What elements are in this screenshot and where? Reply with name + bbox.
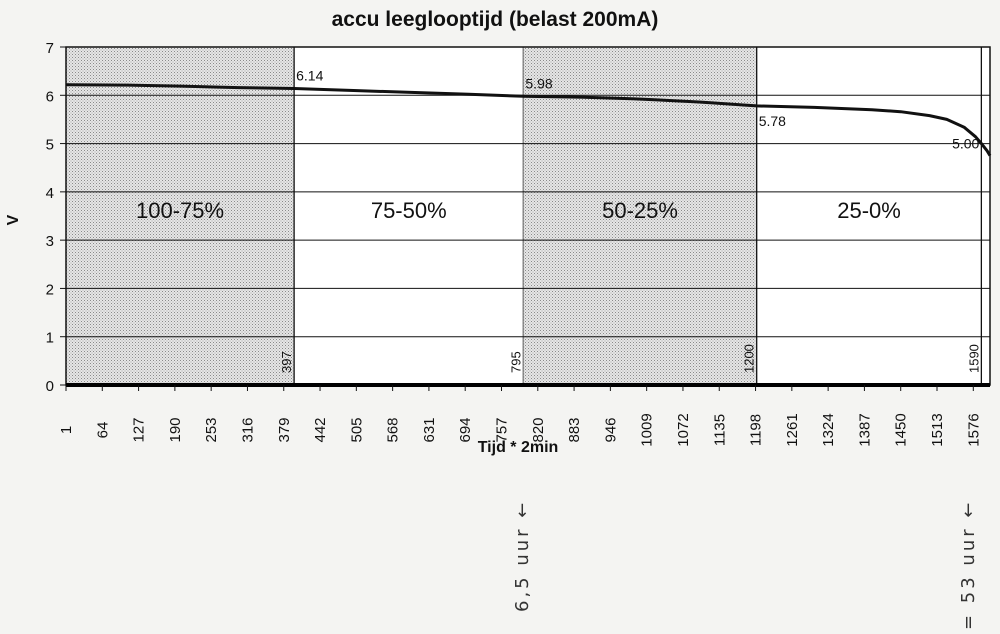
x-tick-label: 946 [602, 417, 619, 442]
y-tick-label: 6 [46, 88, 54, 105]
annotation-right: = 53 uur ← [958, 499, 979, 630]
axes-layer: 0 1 2 3 4 5 6 7 1 64 127 190 253 316 379 442 505 568 631 69… [46, 40, 991, 447]
x-tick-label: 883 [566, 417, 583, 442]
x-tick-label: 505 [348, 417, 365, 442]
data-label-0: 6.14 [296, 68, 323, 84]
grid-layer [66, 46, 990, 338]
x-tick-label: 64 [94, 422, 111, 439]
x-tick-label: 1135 [711, 414, 728, 446]
x-tick-label: 253 [203, 417, 220, 442]
zone-label-2: 50-25% [602, 198, 678, 223]
x-tick-label: 190 [167, 417, 184, 442]
x-tick-label: 1072 [675, 413, 692, 446]
zone-end-label-3: 1590 [966, 344, 981, 373]
y-tick-label: 0 [46, 378, 54, 395]
zone-label-0: 100-75% [136, 198, 224, 223]
zone-end-label-1: 795 [508, 351, 523, 373]
x-tick-label: 127 [131, 417, 148, 442]
data-label-3: 5.00 [952, 136, 979, 152]
x-tick-label: 1450 [893, 413, 910, 446]
zone-end-label-2: 1200 [742, 344, 757, 373]
zone-label-3: 25-0% [837, 198, 901, 223]
x-tick-label: 631 [421, 417, 438, 442]
zone-shade-0 [66, 47, 295, 385]
x-tick-label: 1324 [820, 413, 837, 446]
y-tick-label: 2 [46, 281, 54, 298]
y-tick-label: 1 [46, 330, 54, 347]
x-tick-label: 442 [312, 417, 329, 442]
x-tick-label: 1576 [965, 413, 982, 446]
x-axis-label: Tijd * 2min [478, 439, 559, 456]
x-tick-label: 820 [530, 417, 547, 442]
y-tick-label: 4 [46, 185, 54, 202]
data-label-2: 5.78 [759, 113, 786, 129]
x-tick-label: 757 [494, 417, 511, 442]
y-tick-label: 5 [46, 137, 54, 154]
x-tick-label: 1198 [748, 414, 765, 446]
y-axis-label: V [5, 214, 22, 225]
series-layer [65, 83, 992, 157]
x-tick-label: 379 [276, 417, 293, 442]
zone-end-label-0: 397 [279, 351, 294, 373]
y-tick-label: 7 [46, 40, 54, 57]
x-tick-label: 1 [58, 426, 75, 434]
series-line-0 [65, 83, 992, 157]
data-label-1: 5.98 [525, 75, 552, 91]
chart-title: accu leeglooptijd (belast 200mA) [332, 8, 659, 31]
zone-label-1: 75-50% [371, 198, 447, 223]
labels-layer: 100-75% 397 75-50% 795 50-25% 1200 25-0% 1590 6.… [136, 68, 981, 373]
x-tick-label: 568 [385, 417, 402, 442]
x-tick-label: 1261 [784, 413, 801, 446]
annotation-left: 6,5 uur ← [512, 499, 533, 612]
y-tick-label: 3 [46, 233, 54, 250]
x-tick-label: 1513 [929, 413, 946, 446]
x-tick-label: 1009 [639, 413, 656, 446]
x-tick-label: 1387 [856, 413, 873, 446]
x-tick-label: 694 [457, 417, 474, 442]
x-tick-label: 316 [239, 417, 256, 442]
